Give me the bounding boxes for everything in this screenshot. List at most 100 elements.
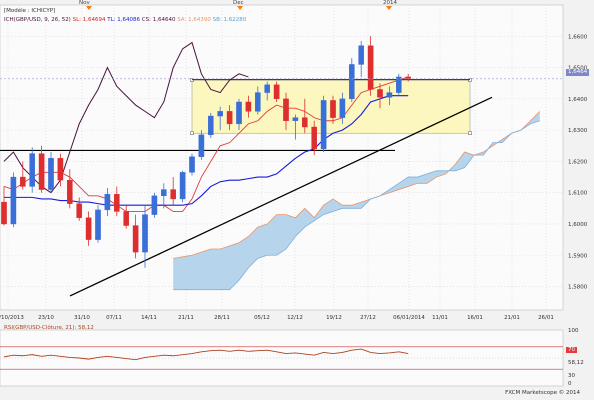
candle-body [283, 98, 289, 121]
x-tick-label: 16/01 [467, 315, 483, 321]
y-tick-label: 1,6400 [568, 97, 588, 103]
candle-body [217, 111, 224, 117]
candle-body [57, 158, 64, 181]
candle-body [273, 84, 280, 100]
x-tick-label: 11/01 [432, 315, 448, 321]
candle-body [1, 201, 7, 225]
senkou-span-b [173, 120, 540, 291]
candle-body [95, 209, 101, 240]
candle-body [254, 92, 261, 112]
legend-sa: SA: 1,64390 [177, 17, 211, 23]
candle-body [358, 45, 365, 65]
y-tick-label: 1,6200 [568, 159, 588, 165]
footer-copyright: FXCM Marketscope © 2014 [505, 390, 580, 396]
rsi-value-marker [566, 347, 577, 353]
candle-body [132, 225, 139, 253]
candle-body [198, 134, 205, 157]
period-mark-nov: Nov [79, 0, 90, 6]
candle-body [142, 214, 148, 253]
x-tick-label: 27/12 [360, 315, 376, 321]
candle-body [377, 89, 383, 98]
candle-body [311, 126, 318, 150]
x-tick-label: 14/11 [141, 315, 157, 321]
candle-body [245, 101, 252, 112]
x-tick-label: 12/12 [287, 315, 303, 321]
period-marker-icon [86, 6, 92, 10]
indicator-legend: ICH(GBP/USD, 9, 26, 52) SL: 1,64694 TL: … [4, 17, 246, 23]
candle-body [226, 111, 233, 125]
candle-body [151, 195, 158, 215]
x-tick-label: 21/11 [178, 315, 194, 321]
x-tick-label: 23/10 [38, 315, 54, 321]
x-tick-label: 07/11 [106, 315, 122, 321]
current-price-label: 1,6464 [566, 69, 590, 76]
candle-body [330, 100, 336, 118]
tenkan-sen [3, 76, 409, 212]
plot-area [0, 4, 564, 311]
chikou-span [3, 41, 249, 194]
kumo-cloud [173, 111, 540, 290]
candle-body [113, 194, 120, 212]
candle-body [48, 158, 54, 190]
rsi-level-30: 30 [568, 373, 575, 379]
trend-line [69, 96, 493, 297]
rsi-level-70: 70 [568, 347, 575, 353]
candle-body [76, 203, 82, 218]
x-tick-label: 05/12 [254, 315, 270, 321]
x-tick-label: 28/11 [214, 315, 230, 321]
rsi-title: RSI(GBP/USD-Clôture, 21): 58,12 [4, 325, 94, 331]
candle-body [339, 98, 346, 118]
candle-body [207, 115, 214, 136]
y-tick-label: 1,6300 [568, 128, 588, 134]
candle-body [29, 153, 36, 187]
candle-body [189, 156, 195, 173]
candle-body [160, 189, 167, 197]
y-tick-label: 1,5900 [568, 253, 588, 259]
candle-body [386, 92, 393, 98]
template-label: [Modèle : ICHICYP] [4, 8, 56, 14]
candle-body [85, 217, 92, 240]
x-tick-label: 31/10 [74, 315, 90, 321]
candle-body [38, 153, 45, 190]
candle-body [367, 45, 374, 90]
legend-sl: SL: 1,64694 [72, 17, 106, 23]
period-mark-dec: Dec [233, 0, 244, 6]
y-tick-label: 1,6000 [568, 222, 588, 228]
rectangle-handle [468, 131, 472, 136]
period-marker-icon [386, 6, 392, 10]
rsi-level-100: 100 [568, 328, 579, 334]
y-tick-label: 1,6500 [568, 66, 588, 72]
candle-body [405, 76, 412, 79]
candle-body [123, 211, 129, 226]
x-tick-label: 19/12 [326, 315, 342, 321]
legend-cs: CS: 1,64640 [141, 17, 176, 23]
period-marker-icon [237, 6, 243, 10]
candle-body [292, 117, 299, 121]
candle-body [66, 179, 73, 204]
period-mark-2014: 2014 [383, 0, 397, 6]
senkou-span-a [173, 111, 541, 259]
candle-body [179, 172, 186, 200]
y-tick-label: 1,5800 [568, 285, 588, 291]
candle-body [396, 76, 402, 93]
candle-body [320, 100, 327, 150]
candle-body [10, 176, 17, 225]
legend-ichimoku: ICH(GBP/USD, 9, 26, 52) [4, 17, 71, 23]
candle-body [20, 176, 26, 187]
rsi-line [3, 348, 409, 361]
y-tick-label: 1,6100 [568, 191, 588, 197]
x-tick-label: 16/10/2013 [0, 315, 24, 321]
candle-body [349, 64, 355, 100]
x-tick-label: 06/01/2014 [393, 315, 425, 321]
candle-body [170, 189, 177, 200]
y-tick-label: 1,6600 [568, 34, 588, 40]
legend-sb: SB: 1,62280 [212, 17, 247, 23]
rsi-current-value: 58,12 [568, 360, 584, 366]
legend-tl: TL: 1,64086 [107, 17, 141, 23]
candle-body [236, 101, 242, 125]
x-tick-label: 21/01 [504, 315, 520, 321]
candle-body [264, 84, 271, 93]
rectangle-handle [190, 131, 194, 136]
